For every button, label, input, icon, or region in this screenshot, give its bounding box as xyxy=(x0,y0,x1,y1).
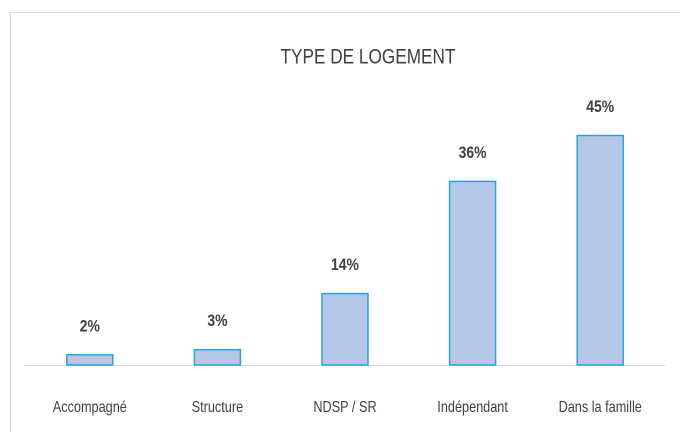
x-tick-label: Indépendant xyxy=(437,399,508,416)
chart-title: TYPE DE LOGEMENT xyxy=(281,46,456,69)
x-tick-label: NDSP / SR xyxy=(313,399,376,416)
bar xyxy=(66,354,114,366)
bar xyxy=(193,348,242,366)
value-label: 3% xyxy=(207,312,227,331)
value-label: 36% xyxy=(459,144,487,163)
value-label: 45% xyxy=(586,98,614,117)
value-label: 2% xyxy=(80,317,100,336)
bar xyxy=(448,180,497,366)
x-tick-label: Dans la famille xyxy=(559,399,642,416)
x-tick-label: Accompagné xyxy=(53,399,127,416)
bar xyxy=(576,134,624,366)
bar xyxy=(321,292,369,366)
value-label: 14% xyxy=(331,256,359,275)
x-tick-label: Structure xyxy=(192,399,244,416)
